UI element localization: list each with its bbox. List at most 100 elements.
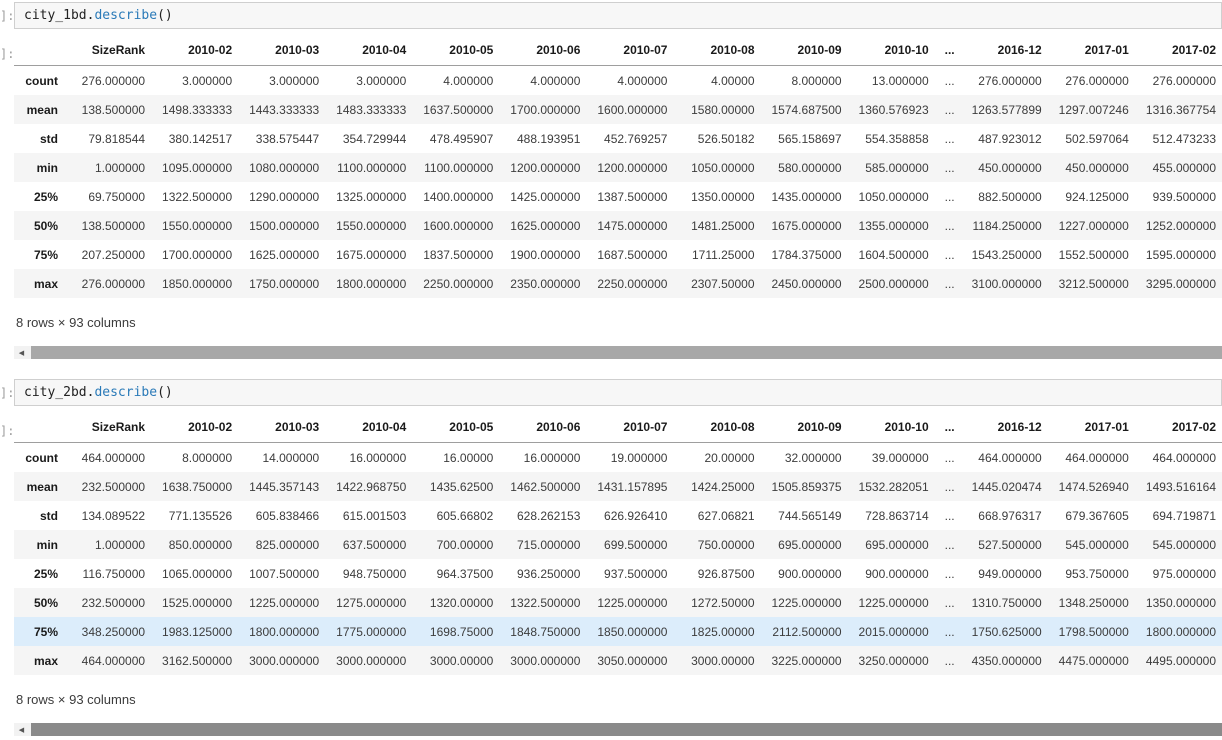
table-cell: 4495.000000 (1145, 654, 1216, 668)
table-cell: 464.000000 (978, 451, 1042, 465)
row-label: std (40, 132, 58, 146)
table-cell: 1775.000000 (336, 625, 407, 639)
table-cell: 1225.000000 (597, 596, 668, 610)
table-cell: 1200.000000 (510, 161, 581, 175)
table-cell: 1637.500000 (423, 103, 494, 117)
table-row[interactable]: count 464.000000 8.000000 14.000000 16.00000… (14, 443, 1222, 473)
table-row[interactable]: max 276.000000 1850.000000 1750.000000 1800.… (14, 269, 1222, 298)
column-header: 2017-02 (1134, 414, 1222, 443)
table-cell: 138.500000 (81, 219, 146, 233)
row-label: 25% (33, 567, 58, 581)
table-cell: 1252.000000 (1145, 219, 1216, 233)
table-cell: 1698.75000 (429, 625, 494, 639)
code-editor-2[interactable]: city_2bd.describe() (14, 379, 1222, 406)
table-cell: 1800.000000 (249, 625, 320, 639)
table-cell: 3000.00000 (429, 654, 494, 668)
column-header: 2017-01 (1047, 414, 1135, 443)
table-cell: 545.000000 (1065, 538, 1129, 552)
table-row[interactable]: 25% 116.750000 1065.000000 1007.500000 948.7… (14, 559, 1222, 588)
table-cell: 1525.000000 (162, 596, 233, 610)
table-cell: 276.000000 (1065, 74, 1129, 88)
table-cell: ... (944, 451, 955, 465)
table-cell: ... (944, 480, 955, 494)
column-header: ... (934, 37, 961, 66)
scroll-left-icon[interactable]: ◀ (14, 346, 29, 359)
table-cell: 545.000000 (1152, 538, 1216, 552)
table-cell: 354.729944 (342, 132, 407, 146)
table-cell: 1750.625000 (971, 625, 1042, 639)
table-cell: 949.000000 (978, 567, 1042, 581)
table-cell: 3250.000000 (858, 654, 929, 668)
table-cell: 1435.000000 (771, 190, 842, 204)
table-cell: 964.37500 (436, 567, 494, 581)
table-cell: 1272.50000 (691, 596, 755, 610)
row-label: min (36, 538, 58, 552)
table-cell: 527.500000 (978, 538, 1042, 552)
table-cell: 134.089522 (81, 509, 146, 523)
table-cell: 1100.000000 (424, 161, 494, 175)
row-label: 50% (33, 219, 58, 233)
table-cell: 1574.687500 (771, 103, 842, 117)
scroll-left-icon[interactable]: ◀ (14, 723, 29, 736)
code-editor-1[interactable]: city_1bd.describe() (14, 2, 1222, 29)
table-cell: 1310.750000 (971, 596, 1042, 610)
table-cell: 1798.500000 (1058, 625, 1129, 639)
table-cell: 1290.000000 (249, 190, 320, 204)
table-cell: 1850.000000 (597, 625, 668, 639)
table-cell: 1100.000000 (337, 161, 407, 175)
table-row[interactable]: 75% 348.250000 1983.125000 1800.000000 1775.… (14, 617, 1222, 646)
table-cell: 464.000000 (1152, 451, 1216, 465)
output-prompt-2: ]: (0, 424, 14, 438)
column-header: 2010-03 (238, 37, 326, 66)
table-row[interactable]: max 464.000000 3162.500000 3000.000000 3000.… (14, 646, 1222, 675)
table-cell: 3000.000000 (336, 654, 407, 668)
table-cell: 1360.576923 (858, 103, 929, 117)
table-cell: 487.923012 (978, 132, 1042, 146)
scrollbar-thumb-2[interactable] (31, 723, 1222, 736)
column-header: 2010-04 (325, 37, 413, 66)
dataframe-table-1: SizeRank 2010-02 2010-03 2010-04 2010-05 2010… (14, 37, 1222, 298)
table-row[interactable]: mean 232.500000 1638.750000 1445.357143 1422… (14, 472, 1222, 501)
table-cell: 900.000000 (778, 567, 842, 581)
table-cell: 3050.000000 (597, 654, 668, 668)
scrollbar-thumb-1[interactable] (31, 346, 1222, 359)
table-cell: ... (944, 190, 955, 204)
table-row[interactable]: 50% 138.500000 1550.000000 1500.000000 1550.… (14, 211, 1222, 240)
table-cell: 1850.000000 (162, 277, 233, 291)
table-cell: 4.000000 (617, 74, 668, 88)
table-row[interactable]: 75% 207.250000 1700.000000 1625.000000 1675.… (14, 240, 1222, 269)
table-cell: 585.000000 (865, 161, 929, 175)
column-header: 2017-01 (1047, 37, 1135, 66)
horizontal-scrollbar-2[interactable]: ◀ (14, 723, 1222, 736)
table-row[interactable]: min 1.000000 1095.000000 1080.000000 1100.00… (14, 153, 1222, 182)
table-cell: 1595.000000 (1145, 248, 1216, 262)
table-cell: 116.750000 (82, 567, 146, 581)
table-cell: 8.000000 (182, 451, 233, 465)
table-cell: 1784.375000 (771, 248, 842, 262)
horizontal-scrollbar-1[interactable]: ◀ (14, 346, 1222, 359)
table-cell: 1080.000000 (249, 161, 320, 175)
table-row[interactable]: 25% 69.750000 1322.500000 1290.000000 1325.0… (14, 182, 1222, 211)
table-row[interactable]: min 1.000000 850.000000 825.000000 637.50000… (14, 530, 1222, 559)
table-row[interactable]: std 134.089522 771.135526 605.838466 615.001… (14, 501, 1222, 530)
row-label: max (33, 277, 58, 291)
table-row[interactable]: 50% 232.500000 1525.000000 1225.000000 1275.… (14, 588, 1222, 617)
table-cell: ... (944, 248, 955, 262)
table-cell: 348.250000 (81, 625, 146, 639)
table-cell: 20.00000 (704, 451, 755, 465)
table-row[interactable]: mean 138.500000 1498.333333 1443.333333 1483… (14, 95, 1222, 124)
table-cell: 1505.859375 (771, 480, 842, 494)
table-cell: 1325.000000 (336, 190, 407, 204)
column-header: SizeRank (64, 414, 152, 443)
table-cell: 1422.968750 (336, 480, 407, 494)
table-row[interactable]: count 276.000000 3.000000 3.000000 3.000000 4… (14, 66, 1222, 96)
table-cell: 455.000000 (1152, 161, 1216, 175)
output-prompt-1: ]: (0, 47, 14, 61)
table-cell: 939.500000 (1152, 190, 1216, 204)
table-cell: 3212.500000 (1058, 277, 1129, 291)
table-cell: 13.000000 (871, 74, 929, 88)
table-cell: 452.769257 (604, 132, 668, 146)
table-row[interactable]: std 79.818544 380.142517 338.575447 354.7299… (14, 124, 1222, 153)
table-cell: 3162.500000 (162, 654, 233, 668)
table-cell: 1500.000000 (249, 219, 320, 233)
